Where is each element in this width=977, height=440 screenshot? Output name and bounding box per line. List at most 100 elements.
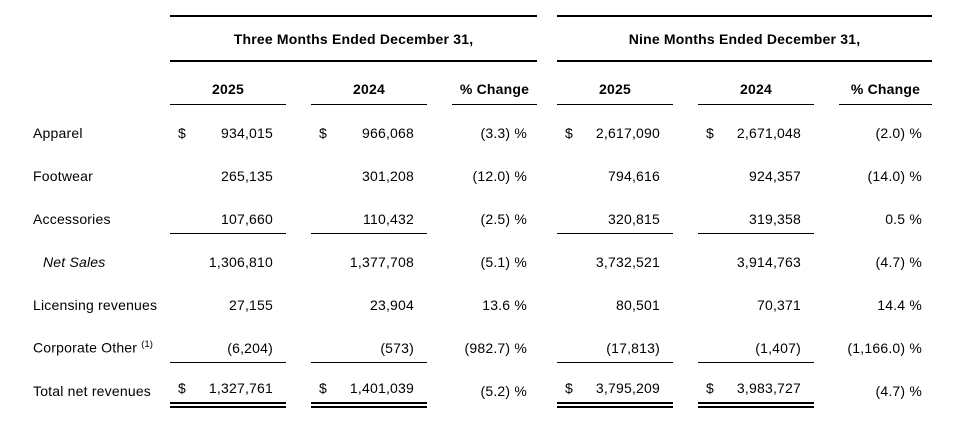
cell-9m-2025: 320,815 — [557, 190, 673, 234]
cell-9m-2024: 319,358 — [698, 190, 814, 234]
cell-9m-pct-change: (1,166.0) % — [847, 340, 922, 356]
col-header-9m-2024: 2024 — [698, 61, 814, 105]
cell-9m-pct-change: (4.7) % — [875, 383, 922, 399]
cell-9m-2024: 924,357 — [698, 147, 814, 190]
cell-3m-2024: 1,377,708 — [311, 233, 427, 276]
row-label-text: Corporate Other — [33, 340, 138, 356]
dollar-sign: $ — [706, 125, 714, 141]
cell-9m-pct-change: 0.5 % — [885, 211, 922, 227]
group-gap-spacer — [537, 233, 557, 276]
amount-text: (1,407) — [755, 339, 801, 356]
amount-text: 70,371 — [756, 297, 801, 313]
row-label: Accessories — [33, 211, 111, 227]
cell-9m-2025: $3,795,209 — [557, 362, 673, 408]
amount-text: 1,401,039 — [349, 380, 414, 396]
spacer — [814, 362, 839, 405]
cell-9m-2024: 3,914,763 — [698, 233, 814, 276]
table-row-accessories: Accessories 107,660 110,432 (2.5) % 320,… — [33, 190, 932, 234]
dollar-sign: $ — [178, 125, 186, 141]
group-gap-spacer — [537, 147, 557, 190]
dollar-sign: $ — [565, 125, 573, 141]
cell-9m-pct-change: 14.4 % — [877, 297, 922, 313]
cell-9m-2025: 80,501 — [557, 276, 673, 319]
cell-9m-2024: $2,671,048 — [698, 104, 814, 147]
group-header-three-months: Three Months Ended December 31, — [170, 15, 537, 62]
cell-3m-2025: (6,204) — [170, 319, 286, 363]
spacer — [814, 190, 839, 233]
cell-3m-pct-change: (12.0) % — [472, 168, 527, 184]
cell-3m-2024: 23,904 — [311, 276, 427, 319]
spacer — [286, 319, 311, 362]
cell-3m-pct-change: 13.6 % — [482, 297, 527, 313]
amount-text: 1,327,761 — [208, 380, 273, 396]
spacer — [427, 362, 452, 405]
amount-text: 3,983,727 — [736, 380, 801, 396]
cell-9m-2025: (17,813) — [557, 319, 673, 363]
table-row-footwear: Footwear 265,135 301,208 (12.0) % 794,61… — [33, 147, 932, 190]
amount-text: 319,358 — [748, 210, 801, 227]
cell-9m-pct-change: (2.0) % — [875, 125, 922, 141]
spacer — [673, 362, 698, 405]
spacer — [286, 276, 311, 319]
amount-text: (573) — [380, 339, 414, 356]
spacer — [286, 104, 311, 147]
spacer — [673, 276, 698, 319]
spacer — [673, 319, 698, 362]
spacer — [286, 233, 311, 276]
table-row-total-net-revenues: Total net revenues $1,327,761 $1,401,039… — [33, 362, 932, 408]
cell-3m-2025: $1,327,761 — [170, 362, 286, 408]
amount-text: 966,068 — [361, 125, 414, 141]
spacer — [814, 147, 839, 190]
spacer — [673, 190, 698, 233]
amount-text: 1,377,708 — [349, 254, 414, 270]
corner-spacer — [33, 16, 170, 61]
spacer — [427, 276, 452, 319]
row-label: Corporate Other (1) — [33, 319, 170, 362]
col-header-9m-2025: 2025 — [557, 61, 673, 105]
amount-text: 3,732,521 — [595, 254, 660, 270]
cell-9m-pct-change: (14.0) % — [867, 168, 922, 184]
amount-text: (17,813) — [606, 339, 660, 356]
cell-3m-2024: (573) — [311, 319, 427, 363]
spacer — [673, 61, 698, 104]
cell-3m-pct-change: (5.2) % — [480, 383, 527, 399]
row-label: Net Sales — [43, 254, 106, 270]
amount-text: 934,015 — [220, 125, 273, 141]
row-label: Total net revenues — [33, 383, 152, 399]
spacer — [427, 147, 452, 190]
spacer — [427, 319, 452, 362]
cell-3m-pct-change: (5.1) % — [480, 254, 527, 270]
cell-3m-2024: 110,432 — [311, 190, 427, 234]
amount-text: 1,306,810 — [208, 254, 273, 270]
cell-3m-2024: $966,068 — [311, 104, 427, 147]
dollar-sign: $ — [565, 380, 573, 396]
amount-text: 3,795,209 — [595, 380, 660, 396]
amount-text: 23,904 — [369, 297, 414, 313]
spacer — [814, 61, 839, 104]
group-header-row: Three Months Ended December 31, Nine Mon… — [33, 15, 932, 62]
cell-3m-2024: $1,401,039 — [311, 362, 427, 408]
footnote-marker: (1) — [141, 339, 153, 351]
dollar-sign: $ — [319, 380, 327, 396]
amount-text: 107,660 — [220, 210, 273, 227]
cell-3m-pct-change: (3.3) % — [480, 125, 527, 141]
cell-3m-2024: 301,208 — [311, 147, 427, 190]
spacer — [427, 104, 452, 147]
cell-9m-2024: $3,983,727 — [698, 362, 814, 408]
spacer — [814, 104, 839, 147]
group-gap-spacer — [537, 276, 557, 319]
amount-text: 924,357 — [748, 168, 801, 184]
row-label: Licensing revenues — [33, 297, 158, 313]
amount-text: 3,914,763 — [736, 254, 801, 270]
group-gap-spacer — [537, 16, 557, 61]
spacer — [286, 147, 311, 190]
table-row-apparel: Apparel $934,015 $966,068 (3.3) % $2,617… — [33, 104, 932, 147]
cell-3m-pct-change: (2.5) % — [480, 211, 527, 227]
cell-3m-2025: 107,660 — [170, 190, 286, 234]
spacer — [286, 61, 311, 104]
group-gap-spacer — [537, 104, 557, 147]
spacer — [814, 319, 839, 362]
cell-9m-2025: $2,617,090 — [557, 104, 673, 147]
column-header-row: 2025 2024 % Change 2025 2024 % Change — [33, 61, 932, 105]
table-row-corporate-other: Corporate Other (1) (6,204) (573) (982.7… — [33, 319, 932, 363]
